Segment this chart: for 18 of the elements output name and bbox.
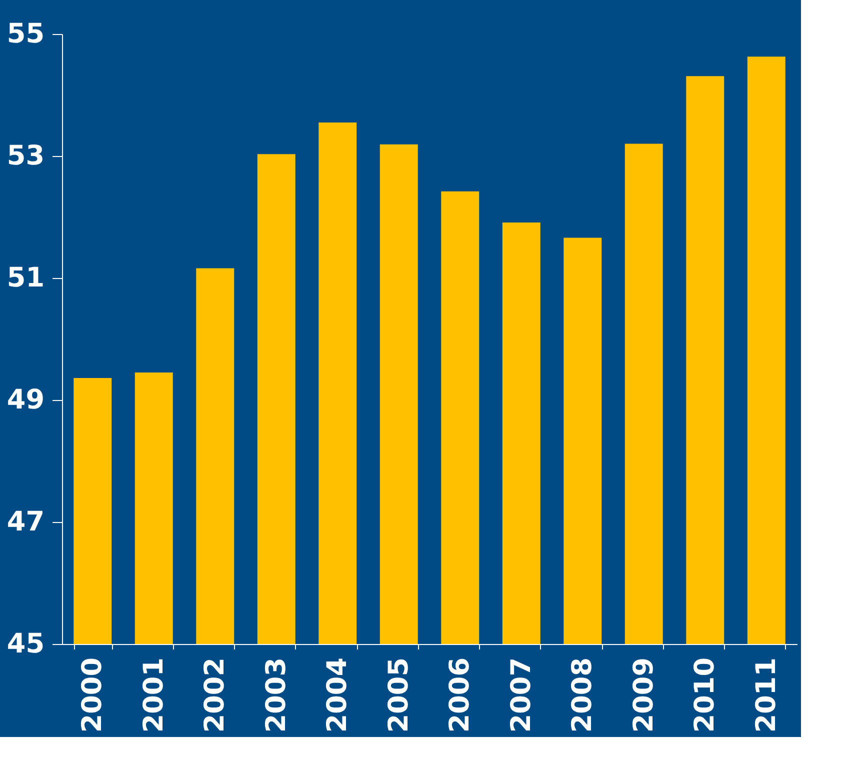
- x-tick-label: 2005: [383, 658, 414, 733]
- y-tick-label: 53: [6, 140, 44, 172]
- x-tick-label: 2003: [260, 658, 292, 733]
- x-tick-label: 2011: [750, 658, 782, 733]
- x-tick-label: 2010: [690, 658, 721, 733]
- x-tick-label: 2007: [506, 658, 537, 733]
- y-tick-label: 45: [6, 628, 44, 660]
- y-tick-label: 55: [6, 18, 44, 50]
- x-tick-label: 2004: [322, 658, 354, 733]
- x-tick-label: 2006: [444, 658, 476, 733]
- x-tick-label: 2001: [138, 658, 170, 733]
- y-tick-label: 49: [6, 384, 44, 416]
- y-tick-label: 47: [6, 506, 44, 538]
- x-tick-label: 2008: [567, 658, 598, 733]
- y-tick-label: 51: [6, 262, 44, 294]
- x-tick-label: 2009: [628, 658, 660, 733]
- x-tick-label: 2000: [77, 658, 108, 733]
- x-tick-label: 2002: [200, 658, 231, 733]
